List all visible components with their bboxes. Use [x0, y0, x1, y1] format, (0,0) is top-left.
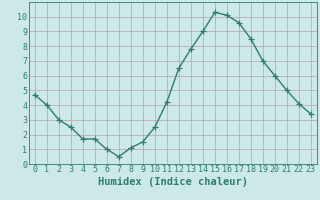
- X-axis label: Humidex (Indice chaleur): Humidex (Indice chaleur): [98, 177, 248, 187]
